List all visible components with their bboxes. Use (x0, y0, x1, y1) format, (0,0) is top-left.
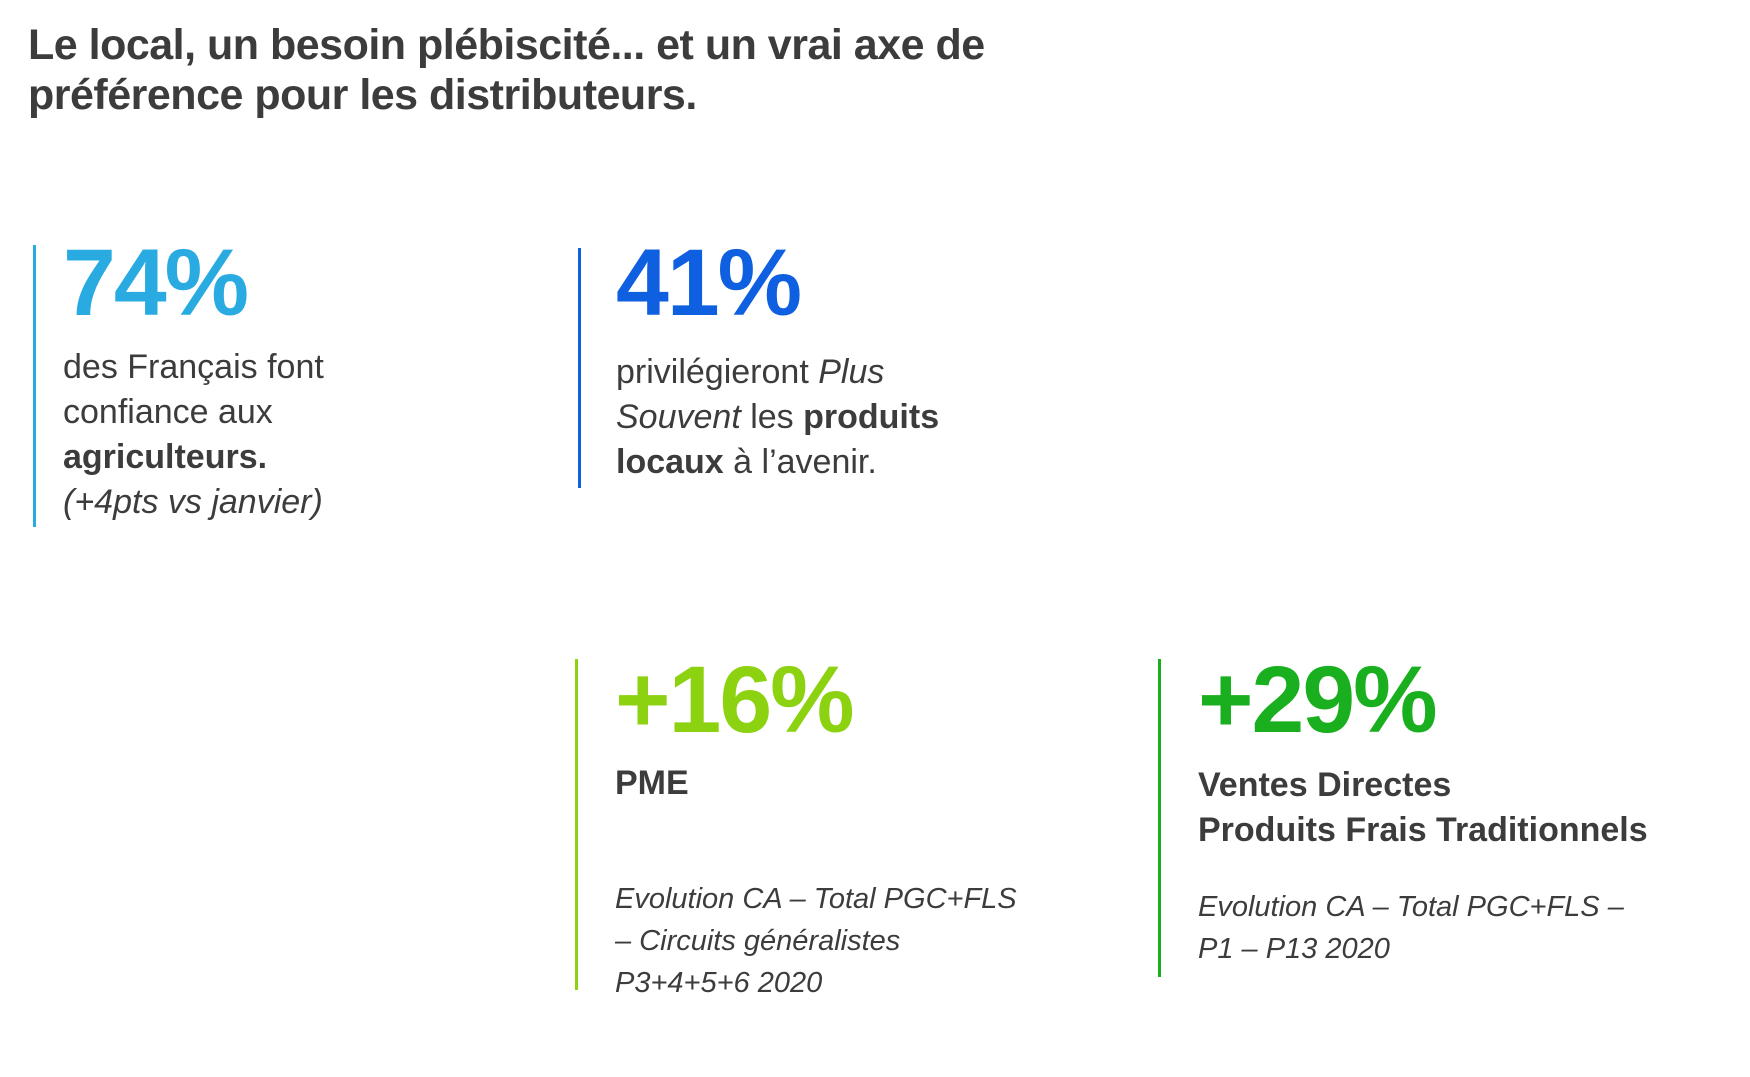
stat-text-line1: privilégieront Plus (616, 353, 885, 391)
stat-label-pme: PME (615, 764, 689, 802)
stat-block-pme: +16% PME Evolution CA – Total PGC+FLS – … (575, 653, 1055, 999)
stat-label-ventes-directes: Ventes Directes Produits Frais Tradition… (1198, 766, 1648, 849)
stat-block-ventes-directes: +29% Ventes Directes Produits Frais Trad… (1158, 653, 1718, 977)
stat-text-line3: locaux à l’avenir. (616, 443, 877, 481)
slide-title: Le local, un besoin plébiscité... et un … (28, 21, 985, 119)
stat-description-41: privilégieront Plus Souvent les produits… (616, 350, 1008, 485)
stat-source-pme: Evolution CA – Total PGC+FLS – Circuits … (615, 883, 1017, 999)
stat-block-confiance-agriculteurs: 74% des Français font confiance aux agri… (33, 236, 453, 527)
stat-text: des Français font confiance aux (63, 348, 324, 431)
stat-text-line2: Souvent les produits (616, 398, 940, 436)
stat-block-produits-locaux: 41% privilégieront Plus Souvent les prod… (578, 236, 1008, 488)
stat-value-plus29: +29% (1198, 647, 1438, 753)
stat-text-bold: agriculteurs. (63, 438, 268, 476)
stat-value-41: 41% (616, 230, 802, 336)
stat-value-74: 74% (63, 230, 249, 336)
stat-note: (+4pts vs janvier) (63, 483, 323, 521)
stat-value-plus16: +16% (615, 647, 855, 753)
stat-description-74: des Français font confiance aux agricult… (63, 345, 453, 525)
stat-source-ventes-directes: Evolution CA – Total PGC+FLS – P1 – P13 … (1198, 891, 1624, 965)
